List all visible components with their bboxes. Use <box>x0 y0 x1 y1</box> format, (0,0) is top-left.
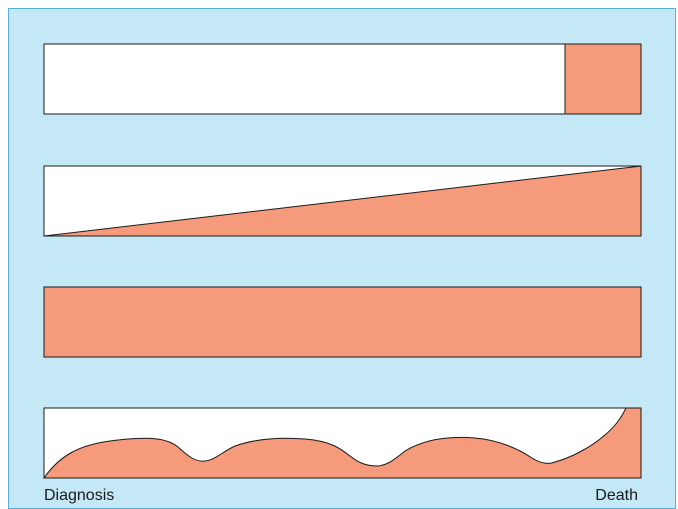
model-constant <box>43 286 642 358</box>
model-late-phase <box>43 43 642 115</box>
model-fluctuating-fill <box>43 407 642 479</box>
model-late-phase-fill <box>564 43 642 115</box>
model-linear-increase <box>43 165 642 237</box>
model-fluctuating <box>43 407 642 479</box>
axis-start-label: Diagnosis <box>44 487 115 504</box>
model-late-phase-bar <box>43 43 642 115</box>
model-constant-fill <box>43 286 642 358</box>
model-linear-increase-fill <box>43 165 642 237</box>
axis-end-label: Death <box>595 487 638 504</box>
